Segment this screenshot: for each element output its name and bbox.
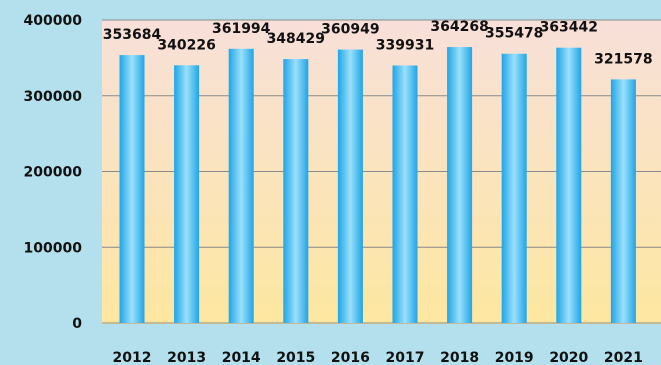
data-label: 340226 <box>157 37 215 53</box>
x-tick-label: 2017 <box>386 350 425 365</box>
x-tick-label: 2013 <box>167 350 206 365</box>
bar <box>228 48 254 323</box>
x-axis: 2012 2013 2014 2015 2016 2017 2018 2019 2020 2021 <box>113 350 643 365</box>
bars <box>119 47 636 324</box>
data-label: 339931 <box>376 38 434 54</box>
y-axis: 0 100000 200000 300000 400000 <box>24 13 83 332</box>
bar <box>283 59 309 323</box>
bar <box>556 47 582 323</box>
bar <box>501 53 527 324</box>
x-tick-label: 2014 <box>222 350 261 365</box>
bar <box>337 49 363 324</box>
data-label: 363442 <box>540 20 598 36</box>
y-tick-label: 200000 <box>24 165 83 181</box>
x-tick-label: 2012 <box>113 350 152 365</box>
y-tick-label: 0 <box>72 316 82 332</box>
data-label: 364268 <box>430 19 488 35</box>
x-tick-label: 2015 <box>276 350 315 365</box>
data-label: 348429 <box>267 31 325 47</box>
x-tick-label: 2021 <box>604 350 643 365</box>
bar <box>610 79 636 323</box>
bar <box>447 47 473 324</box>
bar <box>119 55 145 323</box>
y-tick-label: 100000 <box>24 240 83 256</box>
bar <box>174 65 200 323</box>
data-label: 361994 <box>212 21 271 37</box>
data-label: 360949 <box>321 22 379 38</box>
x-tick-label: 2019 <box>495 350 534 365</box>
x-tick-label: 2016 <box>331 350 370 365</box>
y-tick-label: 400000 <box>24 13 83 29</box>
bar <box>392 65 418 324</box>
x-tick-label: 2020 <box>549 350 588 365</box>
x-tick-label: 2018 <box>440 350 479 365</box>
y-tick-label: 300000 <box>24 89 83 105</box>
data-label: 355478 <box>485 26 543 42</box>
data-label: 353684 <box>103 27 162 43</box>
data-label: 321578 <box>594 51 652 67</box>
